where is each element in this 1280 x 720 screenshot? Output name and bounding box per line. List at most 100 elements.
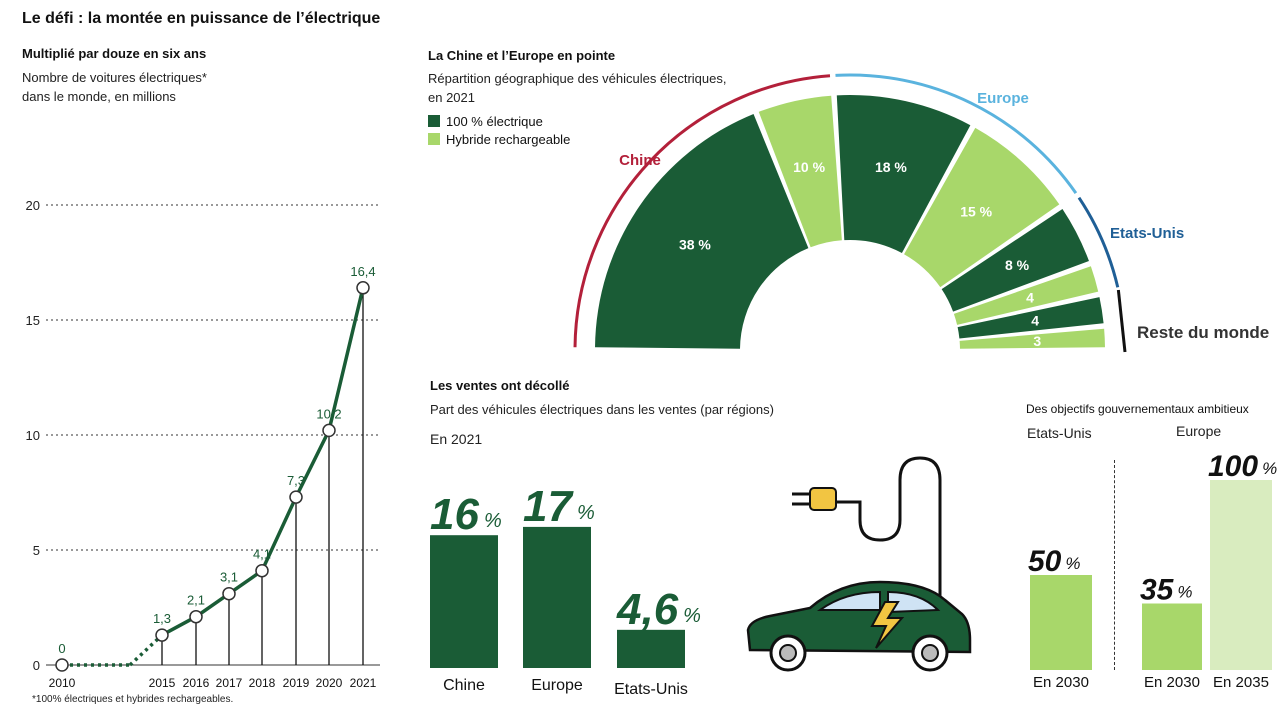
goal-category-label: En 2035 [1213,674,1269,691]
cable [835,456,942,600]
x-tick-label: 2015 [149,676,176,690]
goal-value-label: 100 [1208,450,1258,483]
donut-subtitle: Répartition géographique des véhicules é… [428,69,726,107]
goal-percent-sign: % [1262,459,1277,478]
data-point [322,423,336,438]
slice-label: 18 % [875,159,907,175]
slice-label: 4 [1026,290,1034,306]
donut-slice [953,266,1099,325]
data-label: 10,2 [316,406,341,421]
region-arc [1077,196,1120,288]
sales-year-label: En 2021 [430,431,483,447]
slice-label: 8 % [1005,257,1030,273]
goals-region-us: Etats-Unis [1027,425,1092,441]
sales-value-label: 4,6 [616,585,679,634]
sales-category-label: Etats-Unis [614,681,688,698]
goal-percent-sign: % [1065,554,1080,573]
car-window-rear [887,590,941,614]
goal-bar [1030,575,1092,670]
goal-category-label: En 2030 [1033,674,1089,691]
sales-bar-chart: 16 % Chine 17 % Europe 4,6 % Etats-Unis [430,482,701,698]
sales-subtitle: Part des véhicules électriques dans les … [430,402,774,417]
y-tick-label: 10 [26,428,40,443]
goals-heading: Des objectifs gouvernementaux ambitieux [1026,402,1249,416]
goal-percent-sign: % [1177,583,1192,602]
x-tick-label: 2017 [216,676,243,690]
car-hub-front [779,644,797,662]
half-donut-chart: 38 % 10 % 18 % 15 % 8 % 4 4 3 Chine Europe Etats-U… [573,73,1269,353]
electric-car-with-plug-icon [746,456,972,672]
line-chart-heading: Multiplié par douze en six ans [22,46,207,61]
lightning-bolt-icon [870,601,905,649]
donut-slice [941,208,1089,312]
donut-subtitle-line2: en 2021 [428,90,475,105]
goals-region-eu: Europe [1176,423,1222,439]
legend-swatch-dark [428,115,440,127]
data-point [255,563,269,578]
slice-label: 10 % [793,159,825,175]
donut-slice [957,297,1104,339]
data-label: 1,3 [153,611,171,626]
sales-value-label: 17 [523,482,574,531]
line-chart-subtitle-line2: dans le monde, en millions [22,89,176,104]
line-chart-subtitle: Nombre de voitures électriques* dans le … [22,68,207,106]
slice-label: 38 % [679,237,711,253]
sales-category-label: Europe [531,677,583,694]
region-label-us: Etats-Unis [1110,225,1184,242]
line-chart-subtitle-line1: Nombre de voitures électriques* [22,70,207,85]
region-label-rest: Reste du monde [1137,323,1269,342]
goal-bar [1142,603,1202,670]
y-tick-label: 15 [26,313,40,328]
page-title: Le défi : la montée en puissance de l’él… [22,10,381,27]
sales-percent-sign: % [683,605,701,627]
sales-percent-sign: % [577,502,595,524]
data-label: 4,1 [253,547,271,562]
data-point [356,281,370,295]
sales-bar [523,526,591,668]
donut-slice [959,328,1105,349]
donut-legend: 100 % électrique Hybride rechargeable [428,112,570,148]
legend-label-electric: 100 % électrique [446,113,543,129]
x-tick-label: 2010 [49,676,76,690]
goal-value-label: 50 [1028,545,1062,578]
car-hub-rear [921,644,939,662]
data-point [289,490,303,504]
line-chart-footnote: *100% électriques et hybrides rechargeab… [32,694,234,705]
donut-heading: La Chine et l’Europe en pointe [428,48,616,63]
goal-value-label: 35 [1140,574,1175,607]
region-bracket-rest [1116,289,1127,353]
region-label-china: Chine [619,152,661,169]
y-tick-label: 5 [33,543,40,558]
goal-bar [1210,480,1272,670]
donut-slice [758,95,842,248]
slice-label: 4 [1031,313,1039,329]
region-arc [835,73,1078,195]
data-point [222,586,236,601]
sales-category-label: Chine [443,677,485,694]
x-tick-label: 2020 [316,676,343,690]
region-arc [573,74,831,348]
data-label: 3,1 [220,570,238,585]
x-tick-label: 2016 [183,676,210,690]
plug-body [809,487,837,511]
y-tick-label: 20 [26,198,40,213]
x-tick-label: 2018 [249,676,276,690]
donut-slice [904,127,1060,288]
slice-label: 3 [1033,333,1041,349]
data-point [155,628,169,642]
data-point [55,658,69,672]
sales-bar [430,535,498,668]
data-label: 16,4 [350,264,375,279]
donut-slice [595,113,809,349]
slice-label: 15 % [960,203,992,219]
donut-slice [836,95,971,254]
data-label: 0 [58,641,65,656]
car-window-front [816,590,881,611]
donut-subtitle-line1: Répartition géographique des véhicules é… [428,71,727,86]
goals-bar-chart: 50 % En 2030 35 % En 2030 100 % En 2035 [1028,450,1277,691]
x-tick-label: 2019 [283,676,310,690]
data-label: 2,1 [187,593,205,608]
legend-item-electric: 100 % électrique [428,112,570,130]
legend-swatch-light [428,133,440,145]
region-label-europe: Europe [977,90,1029,107]
